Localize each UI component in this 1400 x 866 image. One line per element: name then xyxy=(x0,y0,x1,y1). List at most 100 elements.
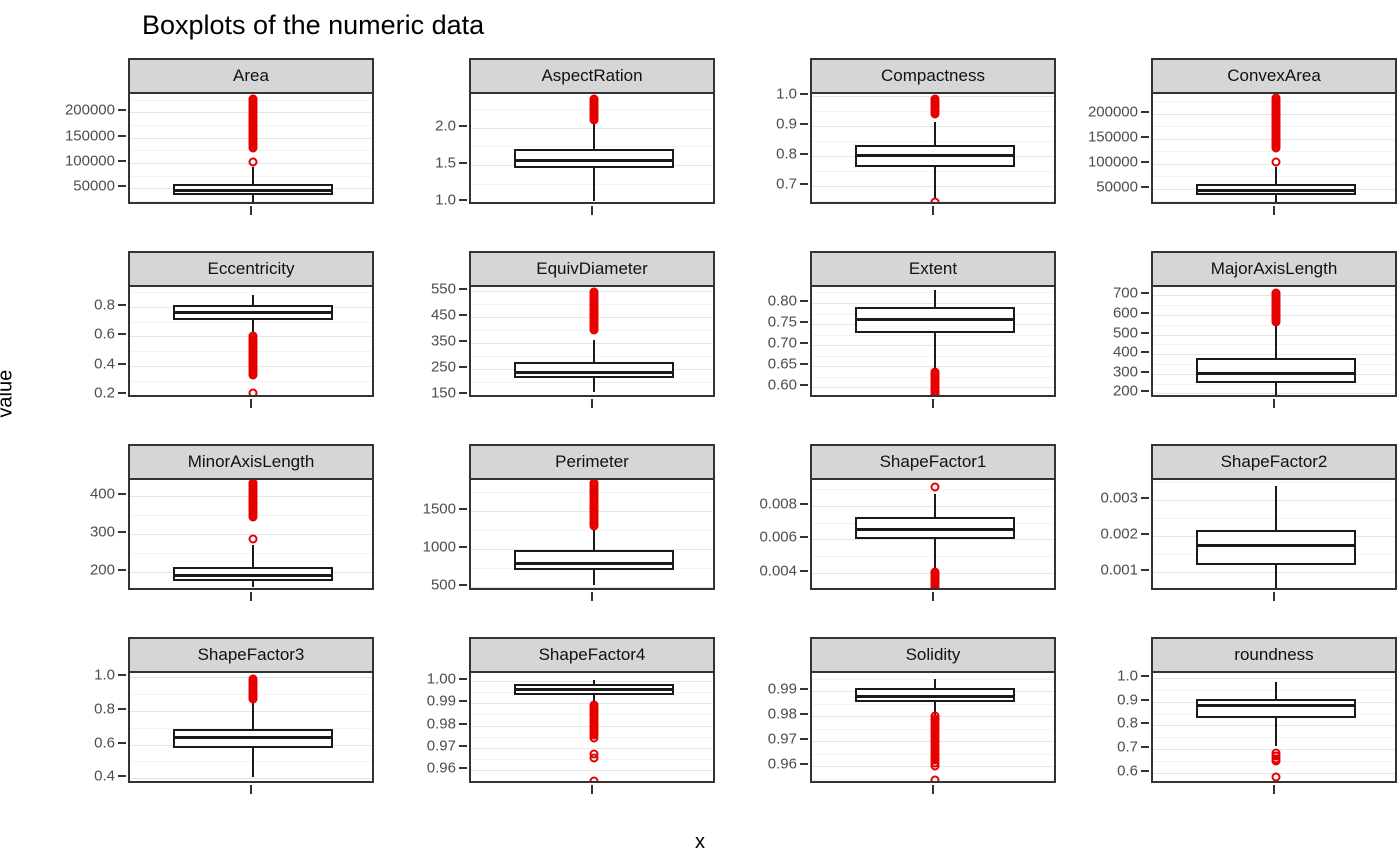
x-tick-mark xyxy=(250,592,252,601)
gridline-major xyxy=(471,548,713,550)
y-tick-mark xyxy=(459,545,467,548)
y-tick-mark xyxy=(118,674,126,677)
y-tick-mark xyxy=(800,363,808,366)
facet-strip: Compactness xyxy=(810,58,1056,92)
gridline-minor xyxy=(812,170,1054,172)
outlier-point xyxy=(930,367,940,377)
gridline-minor xyxy=(812,678,1054,680)
y-tick-label: 1.0 xyxy=(776,85,797,103)
y-tick-label: 200000 xyxy=(64,101,115,119)
y-tick-label: 0.006 xyxy=(759,528,797,546)
y-tick-label: 0.004 xyxy=(759,562,797,580)
boxplot-median xyxy=(516,370,672,374)
facet-strip-label: Area xyxy=(233,66,269,85)
facet-panel xyxy=(469,478,715,590)
y-tick-label: 500 xyxy=(1112,324,1138,342)
y-tick-mark xyxy=(118,531,126,534)
y-tick-label: 250 xyxy=(430,358,456,376)
facet-strip-label: ShapeFactor4 xyxy=(538,645,646,664)
y-tick-label: 0.70 xyxy=(767,334,797,352)
outlier-point xyxy=(248,534,258,544)
gridline-minor xyxy=(471,356,713,358)
y-tick-mark xyxy=(459,745,467,748)
gridline-major xyxy=(1153,334,1395,336)
y-tick-label: 0.96 xyxy=(426,759,456,777)
gridline-major xyxy=(812,303,1054,304)
y-tick-mark xyxy=(459,507,467,510)
y-tick-mark xyxy=(459,722,467,725)
outlier-point xyxy=(248,331,258,341)
y-tick-label: 350 xyxy=(430,332,456,350)
facet-panel xyxy=(128,671,374,783)
y-tick-mark xyxy=(800,152,808,155)
outlier-point xyxy=(248,388,258,395)
gridline-minor xyxy=(130,761,372,763)
boxplot-box xyxy=(1196,357,1356,383)
y-tick-mark xyxy=(459,161,467,164)
y-tick-mark xyxy=(800,92,808,95)
y-tick-mark xyxy=(118,303,126,306)
boxplot-median xyxy=(857,694,1013,698)
y-tick-label: 0.8 xyxy=(94,296,115,314)
y-tick-mark xyxy=(1141,675,1149,678)
y-tick-label: 0.9 xyxy=(1117,691,1138,709)
gridline-major xyxy=(812,185,1054,187)
y-tick-mark xyxy=(118,333,126,336)
facet-panel xyxy=(810,671,1056,783)
y-tick-mark xyxy=(459,199,467,202)
y-tick-label: 200 xyxy=(1112,382,1138,400)
y-tick-mark xyxy=(1141,569,1149,572)
y-axis-gutter: 0.7 0.8 0.9 1.0 xyxy=(718,85,810,204)
facet-ShapeFactor1: ShapeFactor1 0.004 0.006 0.008 xyxy=(718,444,1059,601)
y-tick-mark xyxy=(1141,746,1149,749)
y-axis-gutter: 0.4 0.6 0.8 1.0 xyxy=(36,667,128,785)
y-tick-mark xyxy=(459,287,467,290)
gridline-major xyxy=(812,125,1054,127)
gridline-major xyxy=(1153,725,1395,727)
facet-Solidity: Solidity 0.96 0.97 0.98 0.99 xyxy=(718,637,1059,794)
outlier-point xyxy=(248,157,258,167)
gridline-minor xyxy=(471,382,713,384)
y-tick-mark xyxy=(118,707,126,710)
outlier-point xyxy=(930,197,940,202)
y-tick-mark xyxy=(118,362,126,365)
y-tick-label: 100000 xyxy=(1087,153,1138,171)
boxplot-median xyxy=(175,310,331,314)
y-tick-mark xyxy=(118,775,126,778)
x-tick-mark xyxy=(932,785,934,794)
y-tick-mark xyxy=(800,569,808,572)
gridline-major xyxy=(1153,572,1395,574)
y-tick-label: 1500 xyxy=(422,500,456,518)
gridline-minor xyxy=(471,183,713,185)
gridline-major xyxy=(471,343,713,344)
outlier-point xyxy=(1271,94,1281,103)
facet-strip-label: AspectRation xyxy=(541,66,643,85)
outlier-point xyxy=(589,700,599,710)
gridline-minor xyxy=(1153,737,1395,739)
y-tick-mark xyxy=(118,134,126,137)
facet-strip-label: ShapeFactor1 xyxy=(879,452,987,471)
facet-panel xyxy=(810,478,1056,590)
boxplot-box xyxy=(855,517,1015,540)
y-tick-mark xyxy=(1141,533,1149,535)
y-axis-gutter: 0.96 0.97 0.98 0.99 xyxy=(718,671,810,783)
facet-strip: MinorAxisLength xyxy=(128,444,374,478)
facet-strip: AspectRation xyxy=(469,58,715,92)
gridline-minor xyxy=(471,146,713,148)
facet-ShapeFactor3: ShapeFactor3 0.4 0.6 0.8 1.0 xyxy=(36,637,377,794)
outlier-point xyxy=(589,753,599,763)
y-tick-label: 0.003 xyxy=(1100,489,1138,507)
gridline-minor xyxy=(1153,517,1395,519)
outlier-point xyxy=(1271,157,1281,167)
facet-strip: EquivDiameter xyxy=(469,251,715,285)
y-tick-label: 550 xyxy=(430,280,456,298)
y-tick-label: 0.4 xyxy=(94,767,115,785)
y-tick-mark xyxy=(1141,496,1149,499)
facet-panel xyxy=(469,285,715,397)
facet-strip: ShapeFactor1 xyxy=(810,444,1056,478)
gridline-major xyxy=(812,505,1054,507)
y-tick-label: 0.9 xyxy=(776,115,797,133)
y-axis-gutter: 0.001 0.002 0.003 xyxy=(1059,478,1151,590)
gridline-major xyxy=(130,710,372,712)
y-tick-label: 0.4 xyxy=(94,355,115,373)
